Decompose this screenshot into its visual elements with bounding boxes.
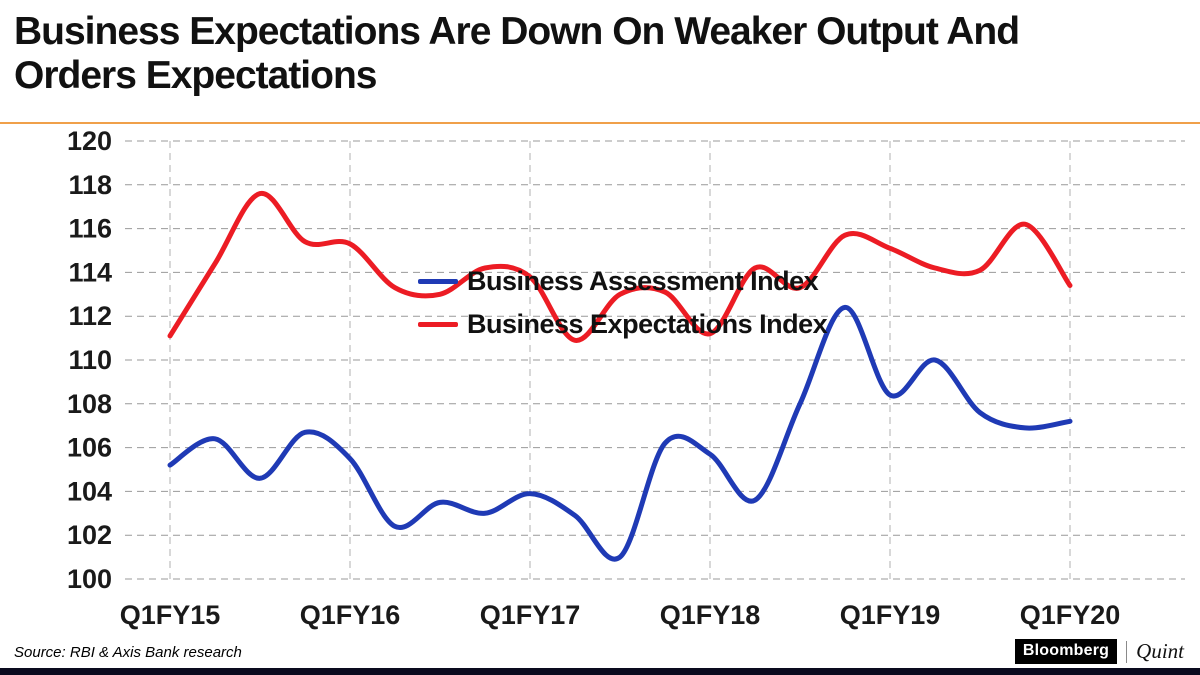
bloomberg-quint-logo: Bloomberg Quint — [1014, 639, 1184, 664]
y-axis-label: 100 — [67, 564, 112, 594]
chart-canvas: 100 102 104 106 108 110 112 114 116 118 120 Q1FY15 Q… — [67, 126, 1185, 630]
business-assessment-index-line — [167, 304, 1073, 562]
legend-item-assessment: Business Assessment Index — [418, 263, 827, 300]
x-axis-label: Q1FY17 — [480, 600, 581, 630]
x-axis-label: Q1FY18 — [660, 600, 761, 630]
y-axis-label: 116 — [68, 214, 112, 244]
y-axis-label: 104 — [67, 476, 112, 506]
gridlines: 100 102 104 106 108 110 112 114 116 118 120 Q1FY15 Q… — [67, 126, 1185, 630]
x-axis-label: Q1FY15 — [120, 600, 221, 630]
y-axis-label: 106 — [67, 433, 112, 463]
chart-legend: Business Assessment Index Business Expec… — [418, 263, 828, 343]
y-axis-label: 112 — [68, 301, 112, 331]
source-text: Source: RBI & Axis Bank research — [14, 644, 242, 661]
y-axis-label: 120 — [67, 126, 112, 156]
y-axis-label: 108 — [67, 389, 112, 419]
x-axis-label: Q1FY16 — [300, 600, 401, 630]
expectations-line-swatch — [418, 322, 458, 327]
x-axis-label: Q1FY19 — [840, 600, 941, 630]
logo-divider — [1126, 640, 1128, 663]
quint-logo: Quint — [1136, 639, 1184, 663]
legend-label-expectations: Business Expectations Index — [467, 309, 828, 339]
assessment-line-swatch — [418, 279, 458, 284]
page-title: Business Expectations Are Down On Weaker… — [14, 10, 1020, 98]
business-expectations-index-line — [167, 191, 1073, 343]
legend-item-expectations: Business Expectations Index — [418, 306, 828, 343]
y-axis-label: 114 — [68, 257, 112, 287]
x-axis-label: Q1FY20 — [1020, 600, 1121, 630]
line-chart: 100 102 104 106 108 110 112 114 116 118 120 Q1FY15 Q… — [0, 123, 1200, 648]
y-axis-label: 102 — [67, 520, 112, 550]
y-axis-label: 110 — [68, 345, 112, 375]
y-axis-label: 118 — [68, 170, 112, 200]
bloomberg-logo: Bloomberg — [1014, 639, 1118, 664]
bottom-bar — [0, 668, 1200, 675]
legend-label-assessment: Business Assessment Index — [467, 266, 819, 296]
title-divider — [0, 122, 1200, 124]
